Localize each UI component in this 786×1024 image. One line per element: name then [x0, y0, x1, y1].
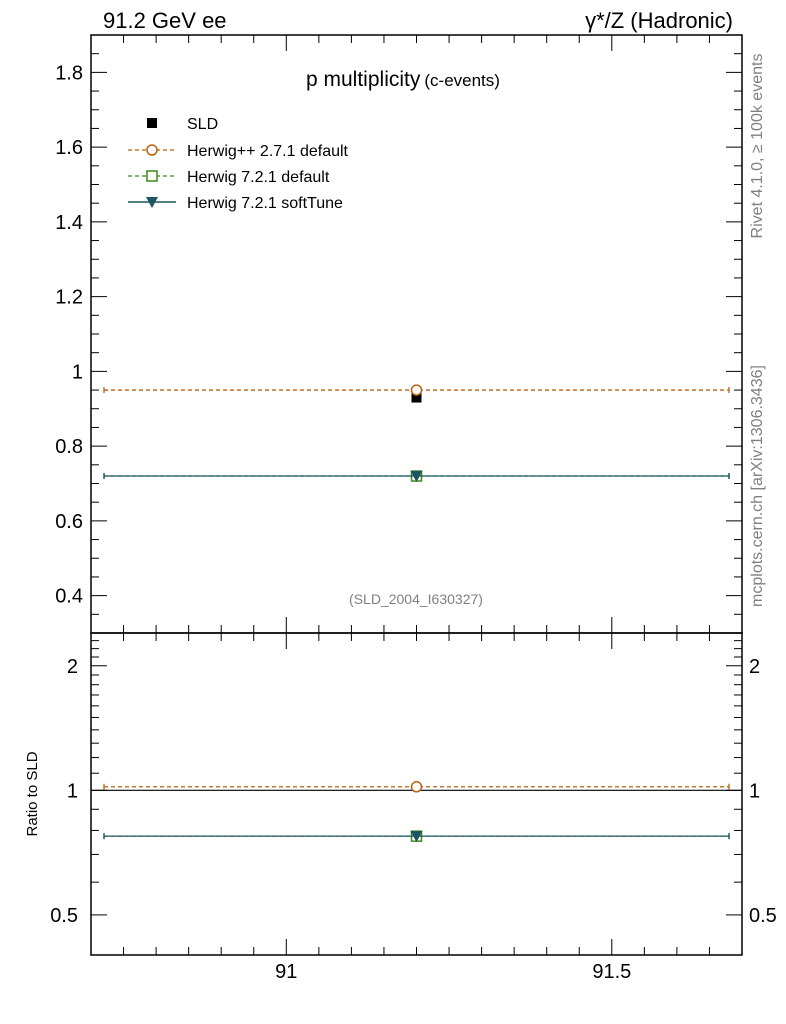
legend-entry-herwig7-default: Herwig 7.2.1 default	[128, 169, 330, 186]
series-data	[411, 392, 422, 403]
legend-entry-herwig7-softtune: Herwig 7.2.1 softTune	[128, 195, 343, 212]
main-y-tick-label: 0.8	[55, 436, 83, 458]
series-hpp	[103, 384, 730, 793]
main-y-tick-label: 1.6	[55, 137, 83, 159]
main-point-data	[411, 392, 422, 403]
legend-label-herwig7-softtune: Herwig 7.2.1 softTune	[187, 195, 343, 212]
ratio-y-tick-label-left: 2	[67, 656, 78, 678]
chart-title-main: p multiplicity	[306, 68, 421, 91]
chart-title: p multiplicity (c-events)	[306, 68, 500, 91]
ratio-panel-frame	[90, 632, 743, 956]
ratio-point-h7s	[410, 831, 423, 843]
ratio-y-tick-label-right: 1	[749, 780, 760, 802]
legend-marker-herwig7-default	[146, 170, 158, 182]
legend-label-herwigpp-default: Herwig++ 2.7.1 default	[187, 143, 349, 160]
ratio-y-tick-label-right: 0.5	[749, 905, 777, 927]
main-point-h7s	[410, 471, 423, 483]
chart-subtitle: (c-events)	[424, 71, 500, 90]
mcplots-source-label: mcplots.cern.ch [arXiv:1306.3436]	[749, 365, 766, 607]
analysis-id-label: (SLD_2004_I630327)	[349, 591, 483, 607]
ratio-axis-label: Ratio to SLD	[24, 751, 41, 836]
data-series	[91, 384, 742, 843]
main-y-tick-label: 1.8	[55, 62, 83, 84]
legend-entry-sld: SLD	[147, 116, 218, 133]
header-energy-label: 91.2 GeV ee	[103, 8, 227, 33]
main-y-tick-label: 1.2	[55, 287, 83, 309]
ratio-point-hpp	[410, 781, 423, 793]
main-y-tick-label: 1.4	[55, 212, 83, 234]
legend-marker-herwigpp-default	[146, 144, 158, 156]
legend-marker-sld	[147, 118, 157, 128]
legend-marker-herwig7-softtune	[146, 197, 158, 208]
legend-label-sld: SLD	[187, 116, 218, 133]
ratio-y-tick-label-left: 1	[67, 780, 78, 802]
axis-ticks: 91 91.5 0.4 0.6 0.8 1 1.2 1.4 1.6 1.8 0.5 0.5 1 1 2 2	[50, 35, 777, 983]
x-tick-label: 91.5	[592, 961, 631, 983]
series-h7s	[103, 471, 730, 843]
main-y-tick-label: 0.4	[55, 586, 83, 608]
legend-label-herwig7-default: Herwig 7.2.1 default	[187, 169, 330, 186]
rivet-version-label: Rivet 4.1.0, ≥ 100k events	[749, 54, 766, 239]
header-process-label: γ*/Z (Hadronic)	[585, 8, 733, 33]
main-y-tick-label: 1	[72, 361, 83, 383]
x-tick-label: 91	[275, 961, 297, 983]
main-point-hpp	[410, 384, 423, 396]
ratio-y-tick-label-left: 0.5	[50, 905, 78, 927]
legend: SLD Herwig++ 2.7.1 default Herwig 7.2.1 …	[128, 116, 349, 212]
legend-entry-herwigpp-default: Herwig++ 2.7.1 default	[128, 143, 349, 160]
ratio-y-tick-label-right: 2	[749, 656, 760, 678]
main-y-tick-label: 0.6	[55, 511, 83, 533]
